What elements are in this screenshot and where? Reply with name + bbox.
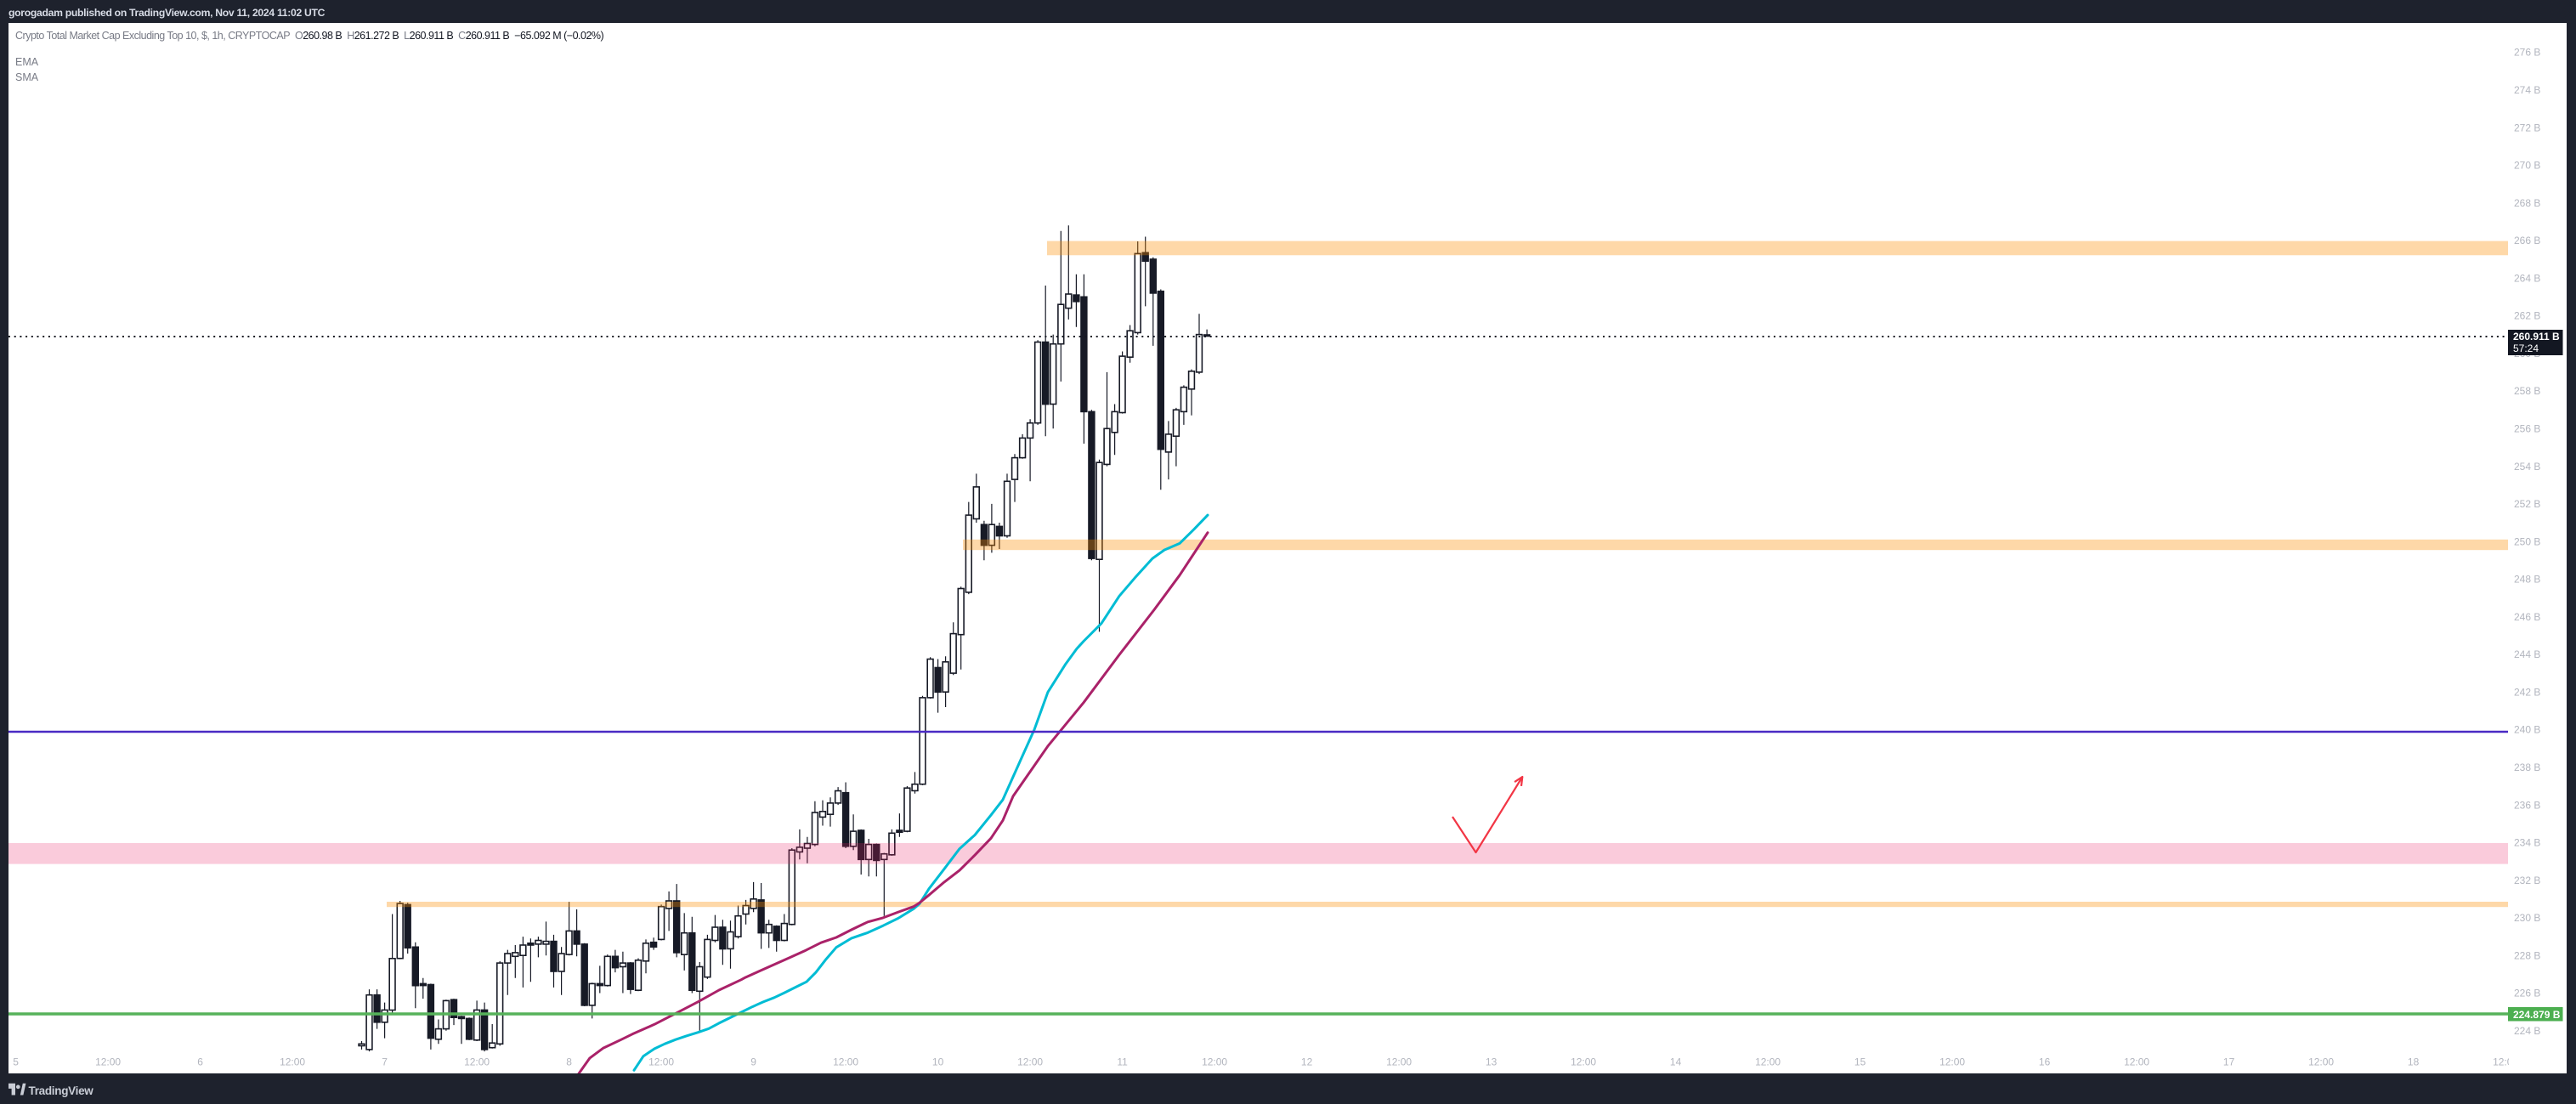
svg-text:12:00: 12:00 bbox=[2308, 1056, 2334, 1068]
svg-text:EMA: EMA bbox=[15, 56, 39, 68]
svg-text:258 B: 258 B bbox=[2514, 385, 2540, 397]
svg-text:12:00: 12:00 bbox=[1571, 1056, 1596, 1068]
svg-text:236 B: 236 B bbox=[2514, 799, 2540, 811]
svg-text:12:00: 12:00 bbox=[464, 1056, 490, 1068]
svg-text:17: 17 bbox=[2223, 1056, 2235, 1068]
svg-text:266 B: 266 B bbox=[2514, 235, 2540, 246]
svg-text:230 B: 230 B bbox=[2514, 912, 2540, 924]
svg-text:8: 8 bbox=[566, 1056, 572, 1068]
svg-text:12:00: 12:00 bbox=[1939, 1056, 1965, 1068]
svg-text:248 B: 248 B bbox=[2514, 574, 2540, 586]
svg-text:272 B: 272 B bbox=[2514, 122, 2540, 133]
svg-text:12:00: 12:00 bbox=[1386, 1056, 1412, 1068]
svg-text:224 B: 224 B bbox=[2514, 1025, 2540, 1037]
svg-text:228 B: 228 B bbox=[2514, 949, 2540, 961]
svg-text:12:00: 12:00 bbox=[2493, 1056, 2518, 1068]
svg-text:262 B: 262 B bbox=[2514, 310, 2540, 322]
svg-text:224.879 B: 224.879 B bbox=[2513, 1009, 2561, 1021]
svg-text:14: 14 bbox=[1670, 1056, 1682, 1068]
svg-text:242 B: 242 B bbox=[2514, 687, 2540, 699]
svg-text:12:00: 12:00 bbox=[1017, 1056, 1043, 1068]
svg-text:256 B: 256 B bbox=[2514, 423, 2540, 435]
svg-text:244 B: 244 B bbox=[2514, 648, 2540, 660]
svg-text:268 B: 268 B bbox=[2514, 197, 2540, 209]
svg-text:9: 9 bbox=[750, 1056, 756, 1068]
svg-text:13: 13 bbox=[1486, 1056, 1497, 1068]
svg-text:12:00: 12:00 bbox=[648, 1056, 674, 1068]
svg-text:10: 10 bbox=[932, 1056, 944, 1068]
svg-text:238 B: 238 B bbox=[2514, 761, 2540, 773]
svg-text:274 B: 274 B bbox=[2514, 84, 2540, 96]
svg-text:18: 18 bbox=[2408, 1056, 2420, 1068]
svg-text:12:00: 12:00 bbox=[1202, 1056, 1227, 1068]
svg-text:264 B: 264 B bbox=[2514, 272, 2540, 284]
svg-text:12:00: 12:00 bbox=[1755, 1056, 1781, 1068]
svg-text:226 B: 226 B bbox=[2514, 988, 2540, 999]
svg-text:12: 12 bbox=[1301, 1056, 1313, 1068]
svg-text:11: 11 bbox=[1117, 1056, 1128, 1068]
svg-text:270 B: 270 B bbox=[2514, 160, 2540, 172]
svg-text:5: 5 bbox=[13, 1056, 19, 1068]
svg-text:254 B: 254 B bbox=[2514, 461, 2540, 473]
svg-text:12:00: 12:00 bbox=[833, 1056, 858, 1068]
svg-text:260.911 B: 260.911 B bbox=[2513, 331, 2560, 343]
svg-text:TradingView: TradingView bbox=[29, 1084, 94, 1097]
svg-text:12:00: 12:00 bbox=[280, 1056, 305, 1068]
svg-text:12:00: 12:00 bbox=[2124, 1056, 2149, 1068]
svg-text:240 B: 240 B bbox=[2514, 724, 2540, 736]
svg-text:12:00: 12:00 bbox=[95, 1056, 121, 1068]
svg-text:6: 6 bbox=[197, 1056, 203, 1068]
svg-text:SMA: SMA bbox=[15, 71, 39, 83]
svg-text:16: 16 bbox=[2039, 1056, 2051, 1068]
svg-text:gorogadam published on Trading: gorogadam published on TradingView.com, … bbox=[8, 7, 326, 19]
svg-text:252 B: 252 B bbox=[2514, 498, 2540, 510]
svg-text:276 B: 276 B bbox=[2514, 47, 2540, 59]
svg-text:7: 7 bbox=[382, 1056, 388, 1068]
svg-text:250 B: 250 B bbox=[2514, 535, 2540, 547]
svg-text:246 B: 246 B bbox=[2514, 611, 2540, 623]
svg-text:57:24: 57:24 bbox=[2513, 343, 2539, 354]
svg-text:Crypto Total Market Cap Exclud: Crypto Total Market Cap Excluding Top 10… bbox=[15, 30, 604, 42]
svg-text:232 B: 232 B bbox=[2514, 875, 2540, 886]
svg-text:234 B: 234 B bbox=[2514, 837, 2540, 849]
svg-text:15: 15 bbox=[1854, 1056, 1866, 1068]
